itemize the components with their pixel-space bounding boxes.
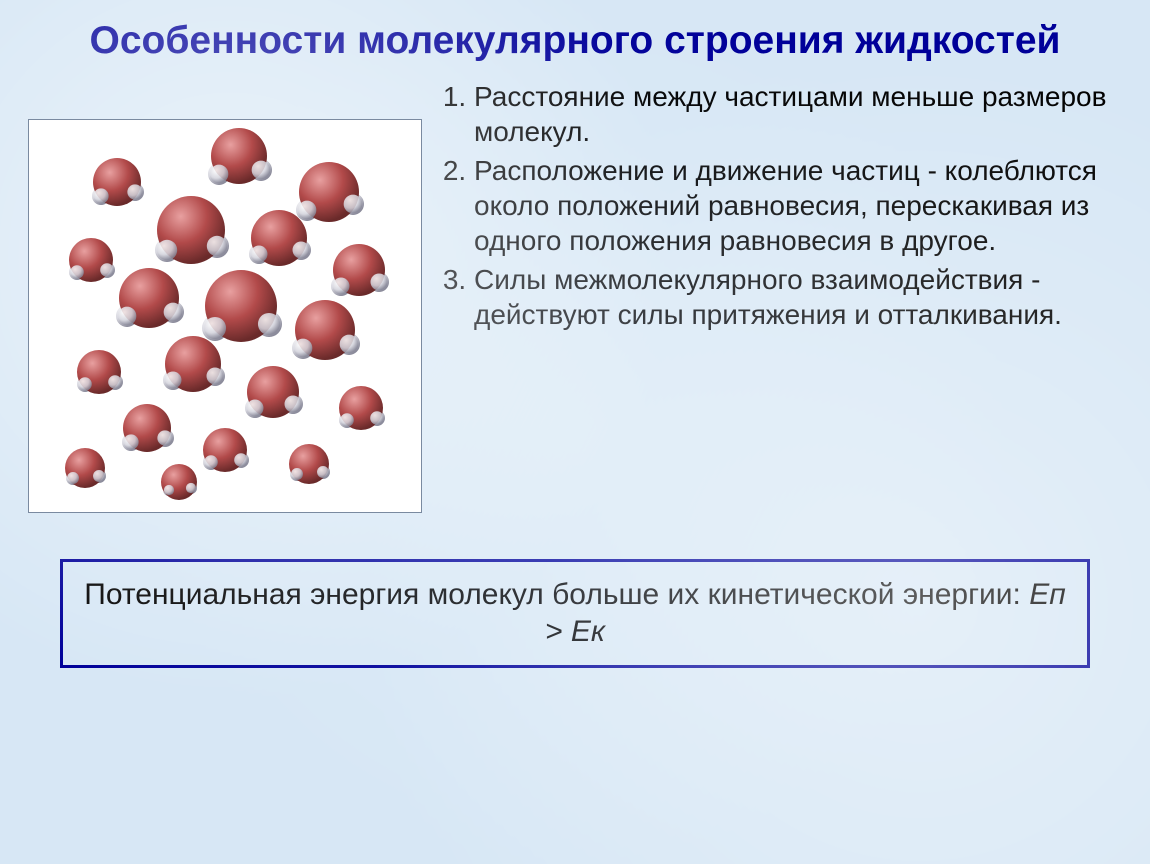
footer-text: Потенциальная энергия молекул больше их … — [84, 578, 1029, 611]
list-item-1: Расстояние между частицами меньше размер… — [474, 79, 1122, 149]
energy-relation-box: Потенциальная энергия молекул больше их … — [60, 559, 1090, 668]
molecule-svg — [29, 120, 421, 512]
list-item-2: Расположение и движение частиц - колеблю… — [474, 153, 1122, 258]
feature-list: Расстояние между частицами меньше размер… — [440, 79, 1122, 513]
list-item-3: Силы межмолекулярного взаимодействия - д… — [474, 262, 1122, 332]
slide-title: Особенности молекулярного строения жидко… — [0, 0, 1150, 73]
content-row: Расстояние между частицами меньше размер… — [0, 73, 1150, 513]
molecule-illustration — [28, 119, 422, 513]
